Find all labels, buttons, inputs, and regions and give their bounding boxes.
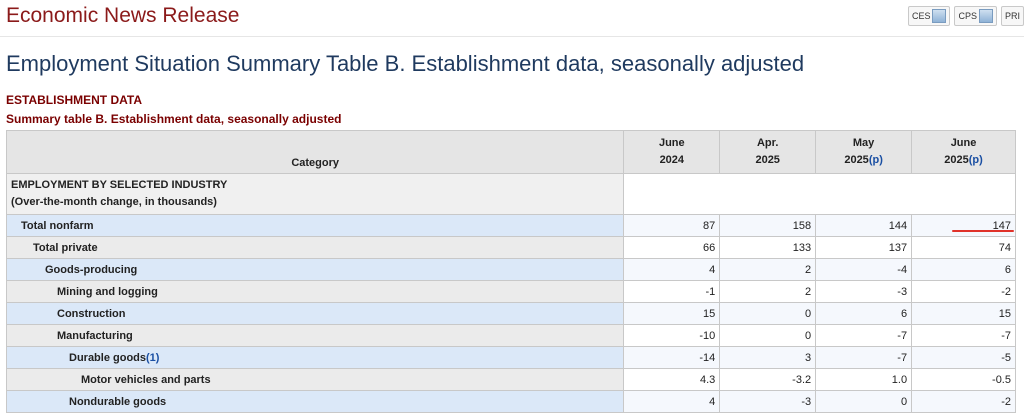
cell-value: -3 xyxy=(815,280,913,303)
period-header: June 2024 xyxy=(623,130,721,174)
period-month: Apr. xyxy=(756,137,779,149)
cell-value: 133 xyxy=(719,236,817,259)
pri-label: PRI xyxy=(1004,11,1020,21)
ces-label: CES xyxy=(911,11,931,21)
table-row: Construction 15 0 6 15 xyxy=(5,302,1016,325)
chart-icon xyxy=(932,9,947,23)
row-label: Total private xyxy=(5,236,625,259)
table-row: Total private 66 133 137 74 xyxy=(5,236,1016,259)
cell-value: 137 xyxy=(815,236,913,259)
header-row: Category June 2024 Apr. 2025 May 2025(p)… xyxy=(5,130,1016,174)
cell-value: -0.5 xyxy=(911,368,1016,391)
cell-value: 144 xyxy=(815,214,913,237)
section-title: ESTABLISHMENT DATA xyxy=(6,93,142,107)
row-label: Construction xyxy=(5,302,625,325)
table-row: Motor vehicles and parts 4.3 -3.2 1.0 -0… xyxy=(5,368,1016,391)
cell-value: 3 xyxy=(719,346,817,369)
cps-link[interactable]: CPS xyxy=(954,6,997,26)
cell-value: 15 xyxy=(911,302,1016,325)
table-row: Mining and logging -1 2 -3 -2 xyxy=(5,280,1016,303)
row-label: Durable goods(1) xyxy=(5,346,625,369)
table-row: Manufacturing -10 0 -7 -7 xyxy=(5,324,1016,347)
table-row: Nondurable goods 4 -3 0 -2 xyxy=(5,390,1016,413)
cell-value: 1.0 xyxy=(815,368,913,391)
cell-value: -7 xyxy=(815,346,913,369)
site-title[interactable]: Economic News Release xyxy=(6,4,240,27)
table-row: Total nonfarm 87 158 144 147 xyxy=(5,214,1016,237)
cell-value: -1 xyxy=(623,280,721,303)
period-year: 2025 xyxy=(944,154,969,166)
row-label-text: Durable goods xyxy=(69,351,147,364)
category-header: Category xyxy=(5,130,625,174)
row-label: Mining and logging xyxy=(5,280,625,303)
cell-value: 147 xyxy=(911,214,1016,237)
cell-value: 0 xyxy=(719,302,817,325)
row-label: Total nonfarm xyxy=(5,214,625,237)
ces-link[interactable]: CES xyxy=(907,6,951,26)
cell-value: 87 xyxy=(623,214,721,237)
group-subtitle: (Over-the-month change, in thousands) xyxy=(11,196,217,208)
top-bar: Economic News Release CES CPS PRI xyxy=(0,0,1024,37)
cell-value: -5 xyxy=(911,346,1016,369)
cell-value: 6 xyxy=(815,302,913,325)
pri-link[interactable]: PRI xyxy=(1000,6,1024,26)
page-title: Employment Situation Summary Table B. Es… xyxy=(6,51,805,76)
cell-value: 4.3 xyxy=(623,368,721,391)
period-month: June xyxy=(950,137,977,149)
cell-value: -7 xyxy=(911,324,1016,347)
group-title: EMPLOYMENT BY SELECTED INDUSTRY xyxy=(11,179,228,191)
row-label: Manufacturing xyxy=(5,324,625,347)
chart-icon xyxy=(978,9,993,23)
row-label: Motor vehicles and parts xyxy=(5,368,625,391)
row-label: Goods-producing xyxy=(5,258,625,281)
cell-value: 6 xyxy=(911,258,1016,281)
period-header: May 2025(p) xyxy=(815,130,913,174)
cell-value: -3 xyxy=(719,390,817,413)
group-blank xyxy=(623,173,1016,215)
period-header: June 2025(p) xyxy=(911,130,1016,174)
cell-value: -4 xyxy=(815,258,913,281)
period-year: 2024 xyxy=(659,154,685,166)
cell-value: 2 xyxy=(719,258,817,281)
cps-label: CPS xyxy=(958,11,977,21)
cell-value: -10 xyxy=(623,324,721,347)
period-year: 2025 xyxy=(755,154,780,166)
summary-table: Category June 2024 Apr. 2025 May 2025(p)… xyxy=(5,130,1016,413)
dataset-links: CES CPS PRI xyxy=(907,6,1024,26)
row-label: Nondurable goods xyxy=(5,390,625,413)
cell-value: 2 xyxy=(719,280,817,303)
period-header: Apr. 2025 xyxy=(719,130,817,174)
preliminary-link[interactable]: (p) xyxy=(868,154,883,166)
table-caption: Summary table B. Establishment data, sea… xyxy=(6,112,342,126)
cell-value: -7 xyxy=(815,324,913,347)
cell-value: 0 xyxy=(815,390,913,413)
cell-value: 15 xyxy=(623,302,721,325)
cell-value: 74 xyxy=(911,236,1016,259)
cell-value: -14 xyxy=(623,346,721,369)
cell-value: 158 xyxy=(719,214,817,237)
period-month: June xyxy=(658,137,685,149)
group-header-row: EMPLOYMENT BY SELECTED INDUSTRY (Over-th… xyxy=(5,173,1016,215)
highlight-underline xyxy=(952,230,1014,232)
cell-value: 0 xyxy=(719,324,817,347)
cell-value: -2 xyxy=(911,280,1016,303)
period-month: May xyxy=(852,137,875,149)
preliminary-link[interactable]: (p) xyxy=(968,154,983,166)
period-year: 2025 xyxy=(844,154,869,166)
group-label: EMPLOYMENT BY SELECTED INDUSTRY (Over-th… xyxy=(5,173,625,215)
table-row: Goods-producing 4 2 -4 6 xyxy=(5,258,1016,281)
footnote-link[interactable]: (1) xyxy=(146,351,160,364)
cell-value: 66 xyxy=(623,236,721,259)
cell-value: -2 xyxy=(911,390,1016,413)
cell-value: 4 xyxy=(623,390,721,413)
table-row: Durable goods(1) -14 3 -7 -5 xyxy=(5,346,1016,369)
cell-value: -3.2 xyxy=(719,368,817,391)
cell-value: 4 xyxy=(623,258,721,281)
